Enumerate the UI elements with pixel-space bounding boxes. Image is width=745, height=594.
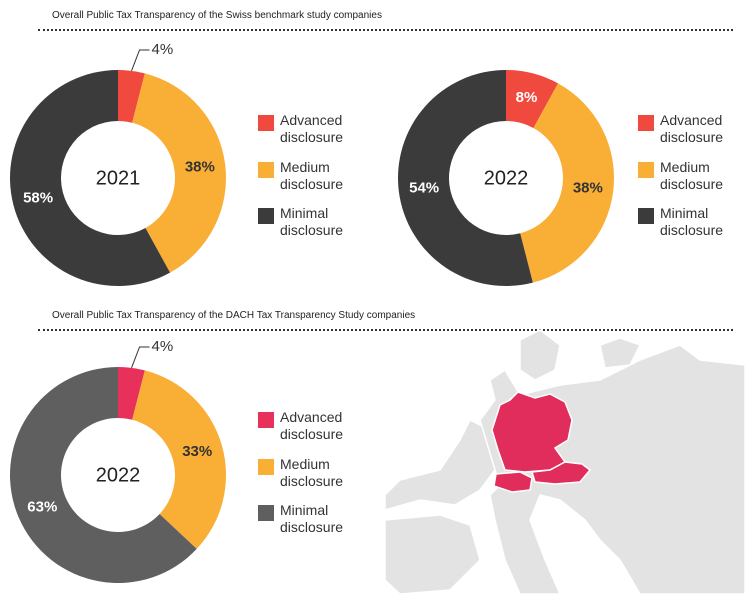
value-label: 38% (573, 179, 603, 196)
donut-slice (132, 73, 226, 273)
divider (38, 29, 733, 31)
donut-slice (520, 83, 614, 283)
donut-slice (9, 70, 171, 286)
section-title: Overall Public Tax Transparency of the D… (52, 310, 416, 321)
value-label: 8% (516, 89, 538, 106)
legend-label: Medium disclosure (280, 158, 344, 192)
legend-label: Advanced disclosure (660, 112, 724, 145)
legend-swatch (638, 115, 654, 131)
legend-label: Medium disclosure (280, 455, 344, 489)
legend-swatch (258, 208, 274, 224)
value-label: 4% (152, 41, 174, 58)
legend-label: Minimal disclosure (660, 205, 724, 238)
section-title: Overall Public Tax Transparency of the S… (52, 10, 382, 21)
center-label: 2021 (96, 167, 141, 189)
legend-swatch (258, 412, 274, 428)
leader-line (131, 346, 150, 369)
legend-swatch (258, 161, 274, 178)
legend-label: Advanced disclosure (280, 409, 344, 442)
donut-slice (506, 70, 559, 129)
value-label: 58% (23, 189, 53, 206)
center-label: 2022 (484, 167, 529, 189)
donut-slice (118, 367, 145, 420)
divider (38, 329, 733, 331)
legend-swatch (258, 115, 274, 131)
value-label: 4% (152, 338, 174, 355)
value-label: 54% (409, 179, 439, 196)
donut-slice (118, 70, 145, 123)
value-label: 33% (182, 443, 212, 460)
donut-slice (10, 367, 197, 583)
legend-label: Minimal disclosure (280, 205, 344, 238)
legend-label: Minimal disclosure (280, 502, 344, 535)
leader-line (131, 49, 150, 72)
legend-swatch (258, 505, 274, 521)
legend-label: Medium disclosure (660, 158, 724, 192)
legend-swatch (638, 208, 654, 224)
legend-swatch (638, 161, 654, 178)
donut-slice (132, 370, 227, 549)
legend-swatch (258, 458, 274, 475)
center-label: 2022 (96, 464, 141, 486)
value-label: 63% (27, 499, 57, 516)
legend-label: Advanced disclosure (280, 112, 344, 145)
value-label: 38% (185, 159, 215, 176)
donut-slice (398, 70, 533, 286)
